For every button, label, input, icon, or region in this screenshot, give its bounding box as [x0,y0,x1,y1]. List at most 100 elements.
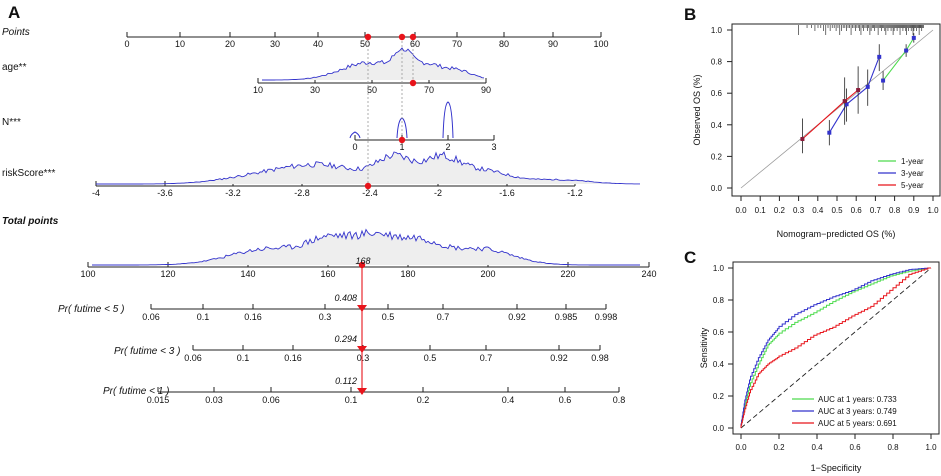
calibration-point-0-2 [911,35,916,40]
calibration-line-0 [882,37,915,81]
calibration-point-1-3 [877,54,882,59]
b-xtick-label-3: 0.3 [793,206,805,215]
tick-label-0-4: 40 [313,39,323,49]
tick-label-7-5: 0.4 [502,395,515,405]
risk-density-fill [96,152,640,184]
tick-label-2-2: 2 [445,142,450,152]
c-xtick-label-0: 0.0 [735,443,747,452]
roc-curve-1 [740,267,931,428]
c-ytick-label-3: 0.6 [713,328,725,337]
row-label-1: age** [2,62,27,73]
tick-label-3-4: -2.4 [362,188,378,198]
tick-label-6-7: 0.98 [591,353,609,363]
c-xtick-label-1: 0.2 [773,443,785,452]
calibration-point-2-1 [842,99,847,104]
roc-diagonal [740,267,932,429]
b-ytick-label-1: 0.2 [711,152,723,161]
c-xlabel: 1−Specificity [811,463,862,473]
b-legend-label-0: 1-year [901,157,924,166]
tick-label-0-8: 80 [499,39,509,49]
panel-c-letter: C [684,248,696,267]
b-xtick-label-1: 0.1 [755,206,767,215]
score-point-5 [364,182,372,190]
tick-label-2-3: 3 [491,142,496,152]
tick-label-0-10: 100 [593,39,608,49]
probability-arrow-2 [357,388,367,395]
tick-label-7-2: 0.06 [262,395,280,405]
panel-b-frame [731,23,941,197]
calibration-point-0-1 [904,48,909,53]
b-xlabel: Nomogram−predicted OS (%) [777,229,896,239]
tick-label-6-2: 0.16 [284,353,302,363]
panel-b-letter: B [684,5,696,24]
tick-label-6-6: 0.92 [550,353,568,363]
tick-label-3-0: -4 [92,188,100,198]
calibration-point-1-1 [844,102,849,107]
c-legend-label-2: AUC at 5 years: 0.691 [818,419,897,428]
b-xtick-label-10: 1.0 [927,206,939,215]
tick-label-2-0: 0 [352,142,357,152]
b-legend-label-2: 5-year [901,181,924,190]
tick-label-5-0: 0.06 [142,312,160,322]
b-ytick-label-0: 0.0 [711,184,723,193]
b-ylabel: Observed OS (%) [692,74,702,145]
tick-label-2-1: 1 [399,142,404,152]
roc-curve-0 [740,267,931,428]
tick-label-0-2: 20 [225,39,235,49]
tick-label-7-0: 0.015 [147,395,170,405]
row-label-4: Total points [2,216,59,227]
tick-label-4-2: 140 [240,269,255,279]
tick-label-5-7: 0.985 [555,312,578,322]
probability-marker-1: 0.294 [334,334,357,344]
tick-label-5-2: 0.16 [244,312,262,322]
tick-label-4-3: 160 [320,269,335,279]
tick-label-1-2: 50 [367,85,377,95]
b-ytick-label-4: 0.8 [711,58,723,67]
tick-label-0-5: 50 [360,39,370,49]
c-legend-label-1: AUC at 3 years: 0.749 [818,407,897,416]
panel-a-letter: A [8,3,20,22]
calibration-point-2-2 [856,88,861,93]
row-label-6: Pr( futime < 3 ) [114,346,180,357]
roc-curve-2 [740,267,931,428]
tick-label-0-6: 60 [410,39,420,49]
tick-label-1-3: 70 [424,85,434,95]
calibration-line-1 [828,56,880,133]
c-ytick-label-4: 0.8 [713,296,725,305]
tick-label-5-6: 0.92 [508,312,526,322]
score-point-0 [364,33,372,41]
b-xtick-label-7: 0.7 [870,206,882,215]
b-xtick-label-9: 0.9 [908,206,920,215]
b-ytick-label-2: 0.4 [711,121,723,130]
score-point-2 [409,33,417,41]
b-xtick-label-8: 0.8 [889,206,901,215]
total-points-value: 168 [355,256,370,266]
tick-label-6-4: 0.5 [424,353,437,363]
tick-label-3-7: -1.2 [567,188,583,198]
tick-label-7-4: 0.2 [417,395,430,405]
tick-label-3-5: -2 [434,188,442,198]
total-density-fill [92,229,640,265]
tick-label-5-1: 0.1 [197,312,210,322]
n-spike-2 [442,101,454,139]
tick-label-0-3: 30 [270,39,280,49]
tick-label-5-5: 0.7 [437,312,450,322]
tick-label-6-5: 0.7 [480,353,493,363]
c-ytick-label-2: 0.4 [713,360,725,369]
tick-label-7-1: 0.03 [205,395,223,405]
total-density-line [92,228,640,266]
tick-label-4-5: 200 [480,269,495,279]
score-point-3 [409,79,417,87]
tick-label-1-4: 90 [481,85,491,95]
age-density-line [262,47,485,81]
calibration-point-0-0 [881,78,886,83]
tick-label-3-6: -1.6 [499,188,515,198]
b-ytick-label-5: 1.0 [711,26,723,35]
score-point-4 [398,136,406,144]
c-xtick-label-5: 1.0 [925,443,937,452]
row-label-2: N*** [2,117,21,128]
b-xtick-label-0: 0.0 [735,206,747,215]
b-ytick-label-3: 0.6 [711,89,723,98]
calibration-point-1-0 [827,130,832,135]
